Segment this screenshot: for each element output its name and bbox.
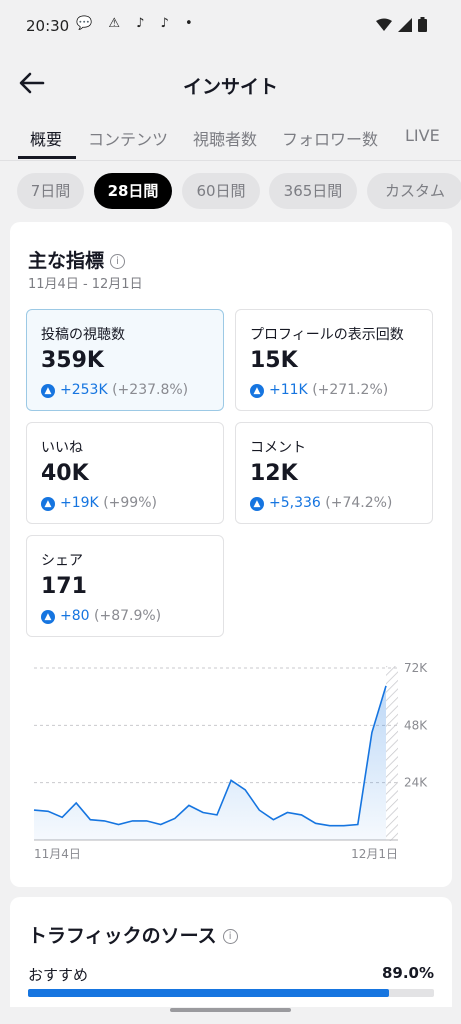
metric-change: ▲ +19K (+99%): [41, 495, 157, 511]
metric-delta-pct: (+99%): [103, 495, 157, 511]
traffic-source-card: トラフィックのソース i おすすめ 89.0%: [10, 897, 452, 1007]
y-tick-label: 24K: [404, 776, 428, 790]
metric-card-post-views[interactable]: 投稿の視聴数 359K ▲ +253K (+237.8%): [26, 309, 224, 411]
metric-card-profile-views[interactable]: プロフィールの表示回数 15K ▲ +11K (+271.2%): [235, 309, 433, 411]
status-time: 20:30: [26, 17, 70, 35]
chart-labels: 72K 48K 24K 11月4日 12月1日: [34, 661, 428, 861]
arrow-up-icon: ▲: [41, 497, 55, 511]
views-trend-chart: 72K 48K 24K 11月4日 12月1日: [33, 661, 428, 861]
source-bar: [28, 989, 434, 997]
metric-delta: +5,336: [269, 495, 321, 511]
arrow-up-icon: ▲: [250, 497, 264, 511]
source-bar-fill: [28, 989, 390, 997]
wifi-icon: [376, 18, 392, 31]
metric-label: プロフィールの表示回数: [250, 327, 404, 343]
key-metrics-card: 主な指標 i 11月4日 - 12月1日 投稿の視聴数 359K ▲ +253K (…: [10, 222, 452, 887]
tab-followers[interactable]: フォロワー数: [282, 130, 379, 149]
range-28d-chip[interactable]: 28日間: [94, 173, 172, 209]
traffic-title: トラフィックのソース i: [28, 921, 238, 948]
tab-content[interactable]: コンテンツ: [88, 130, 169, 149]
metric-delta-pct: (+87.9%): [94, 608, 162, 624]
metric-label: いいね: [41, 440, 83, 456]
metric-change: ▲ +5,336 (+74.2%): [250, 495, 392, 511]
metric-value: 359K: [41, 348, 104, 373]
metric-delta: +11K: [269, 382, 308, 398]
range-selector: 7日間 28日間 60日間 365日間 カスタム: [0, 170, 461, 214]
source-label: おすすめ: [28, 966, 89, 984]
metric-card-likes[interactable]: いいね 40K ▲ +19K (+99%): [26, 422, 224, 524]
chart-series: [33, 685, 387, 840]
metric-delta-pct: (+74.2%): [325, 495, 393, 511]
metric-change: ▲ +80 (+87.9%): [41, 608, 161, 624]
series-line: [33, 685, 387, 827]
y-tick-label: 72K: [404, 661, 428, 675]
arrow-up-icon: ▲: [41, 610, 55, 624]
metric-card-shares[interactable]: シェア 171 ▲ +80 (+87.9%): [26, 535, 224, 637]
metric-delta: +253K: [60, 382, 108, 398]
partial-period-hatch: [386, 666, 398, 841]
metric-card-comments[interactable]: コメント 12K ▲ +5,336 (+74.2%): [235, 422, 433, 524]
tab-bar: 概要 コンテンツ 視聴者数 フォロワー数 LIVE: [0, 114, 461, 161]
key-metrics-title-text: 主な指標: [28, 250, 105, 272]
range-custom-chip[interactable]: カスタム: [367, 173, 461, 209]
tab-viewers[interactable]: 視聴者数: [193, 130, 258, 149]
battery-icon: [418, 17, 427, 32]
x-tick-label: 11月4日: [34, 847, 81, 861]
metric-value: 15K: [250, 348, 298, 373]
metric-delta-pct: (+237.8%): [112, 382, 189, 398]
tab-overview[interactable]: 概要: [30, 130, 63, 149]
metric-delta-pct: (+271.2%): [312, 382, 389, 398]
date-range: 11月4日 - 12月1日: [28, 277, 143, 292]
info-icon[interactable]: i: [222, 929, 238, 944]
traffic-title-text: トラフィックのソース: [28, 925, 217, 947]
active-tab-indicator: [18, 156, 76, 159]
metric-label: シェア: [41, 553, 83, 569]
series-area: [34, 685, 386, 840]
metric-change: ▲ +11K (+271.2%): [250, 382, 388, 398]
metric-value: 12K: [250, 461, 298, 486]
metric-delta: +19K: [60, 495, 99, 511]
source-percent: 89.0%: [381, 964, 434, 982]
range-365d-chip[interactable]: 365日間: [269, 173, 357, 209]
status-bar: 20:30 💬 ⚠ ♪ ♪ •: [0, 0, 461, 52]
metric-value: 40K: [41, 461, 89, 486]
metric-label: コメント: [250, 440, 306, 456]
arrow-up-icon: ▲: [41, 384, 55, 398]
metric-change: ▲ +253K (+237.8%): [41, 382, 188, 398]
notification-icons: 💬 ⚠ ♪ ♪ •: [76, 16, 199, 31]
range-60d-chip[interactable]: 60日間: [182, 173, 260, 209]
arrow-up-icon: ▲: [250, 384, 264, 398]
y-tick-label: 48K: [404, 718, 428, 732]
page-title: インサイト: [182, 76, 278, 98]
range-7d-chip[interactable]: 7日間: [17, 173, 84, 209]
x-tick-label: 12月1日: [351, 847, 398, 861]
metric-delta: +80: [60, 608, 90, 624]
app-header: インサイト: [0, 52, 461, 114]
tab-live[interactable]: LIVE: [405, 126, 440, 145]
gesture-nav-bar[interactable]: [170, 1008, 291, 1012]
signal-icon: [398, 17, 412, 32]
info-icon[interactable]: i: [110, 254, 126, 269]
metric-label: 投稿の視聴数: [41, 327, 125, 343]
back-arrow-icon[interactable]: [18, 69, 46, 97]
metric-value: 171: [41, 574, 87, 599]
key-metrics-title: 主な指標 i: [28, 246, 126, 273]
system-icons: [376, 17, 427, 32]
